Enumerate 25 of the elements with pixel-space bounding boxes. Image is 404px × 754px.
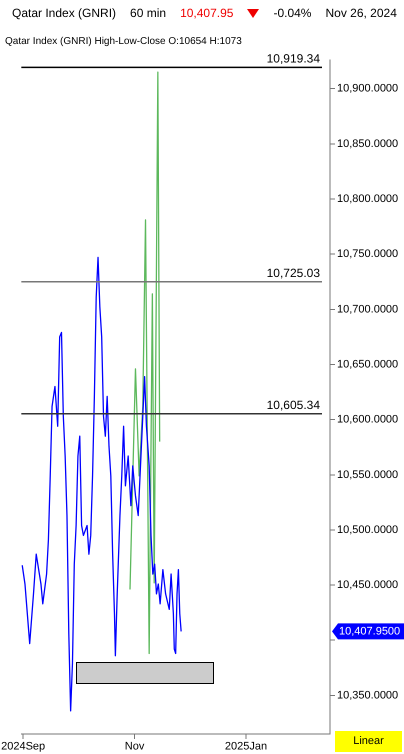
y-tick-label: 10,850.0000 [337,138,398,150]
text: 10,407.9500 [339,625,400,638]
text: Linear [335,731,402,752]
y-tick-label: 10,900.0000 [337,82,398,95]
text: Nov 26, 2024 [325,6,397,20]
y-tick-label: 10,750.0000 [337,248,398,260]
y-tick-label: 10,550.0000 [337,468,398,481]
x-tick-label: Nov [124,740,145,753]
text: 60 min [130,6,166,20]
y-tick-label: 10,650.0000 [337,358,398,370]
y-tick-label: 10,450.0000 [337,579,398,592]
y-tick-label: 10,800.0000 [337,193,398,206]
y-tick-label: 10,500.0000 [337,524,398,536]
ref-line-label: 10,725.03 [266,266,320,280]
y-tick-label: 10,600.0000 [337,414,398,426]
chart-subtitle: Qatar Index (GNRI) High-Low-Close O:10654 H:1073 [5,36,242,47]
y-tick-label: 10,700.0000 [337,303,398,316]
text: 10,407.95 [180,6,234,20]
ref-line-label: 10,605.34 [266,398,320,412]
ref-line-label: 10,919.34 [266,52,320,66]
y-tick-label: 10,350.0000 [337,689,398,702]
chart-title: Qatar Index (GNRI) [12,6,116,20]
x-tick-label: 2025Jan [224,740,268,753]
x-tick-label: 2024Sep [1,740,46,753]
text: -0.04% [273,6,312,20]
